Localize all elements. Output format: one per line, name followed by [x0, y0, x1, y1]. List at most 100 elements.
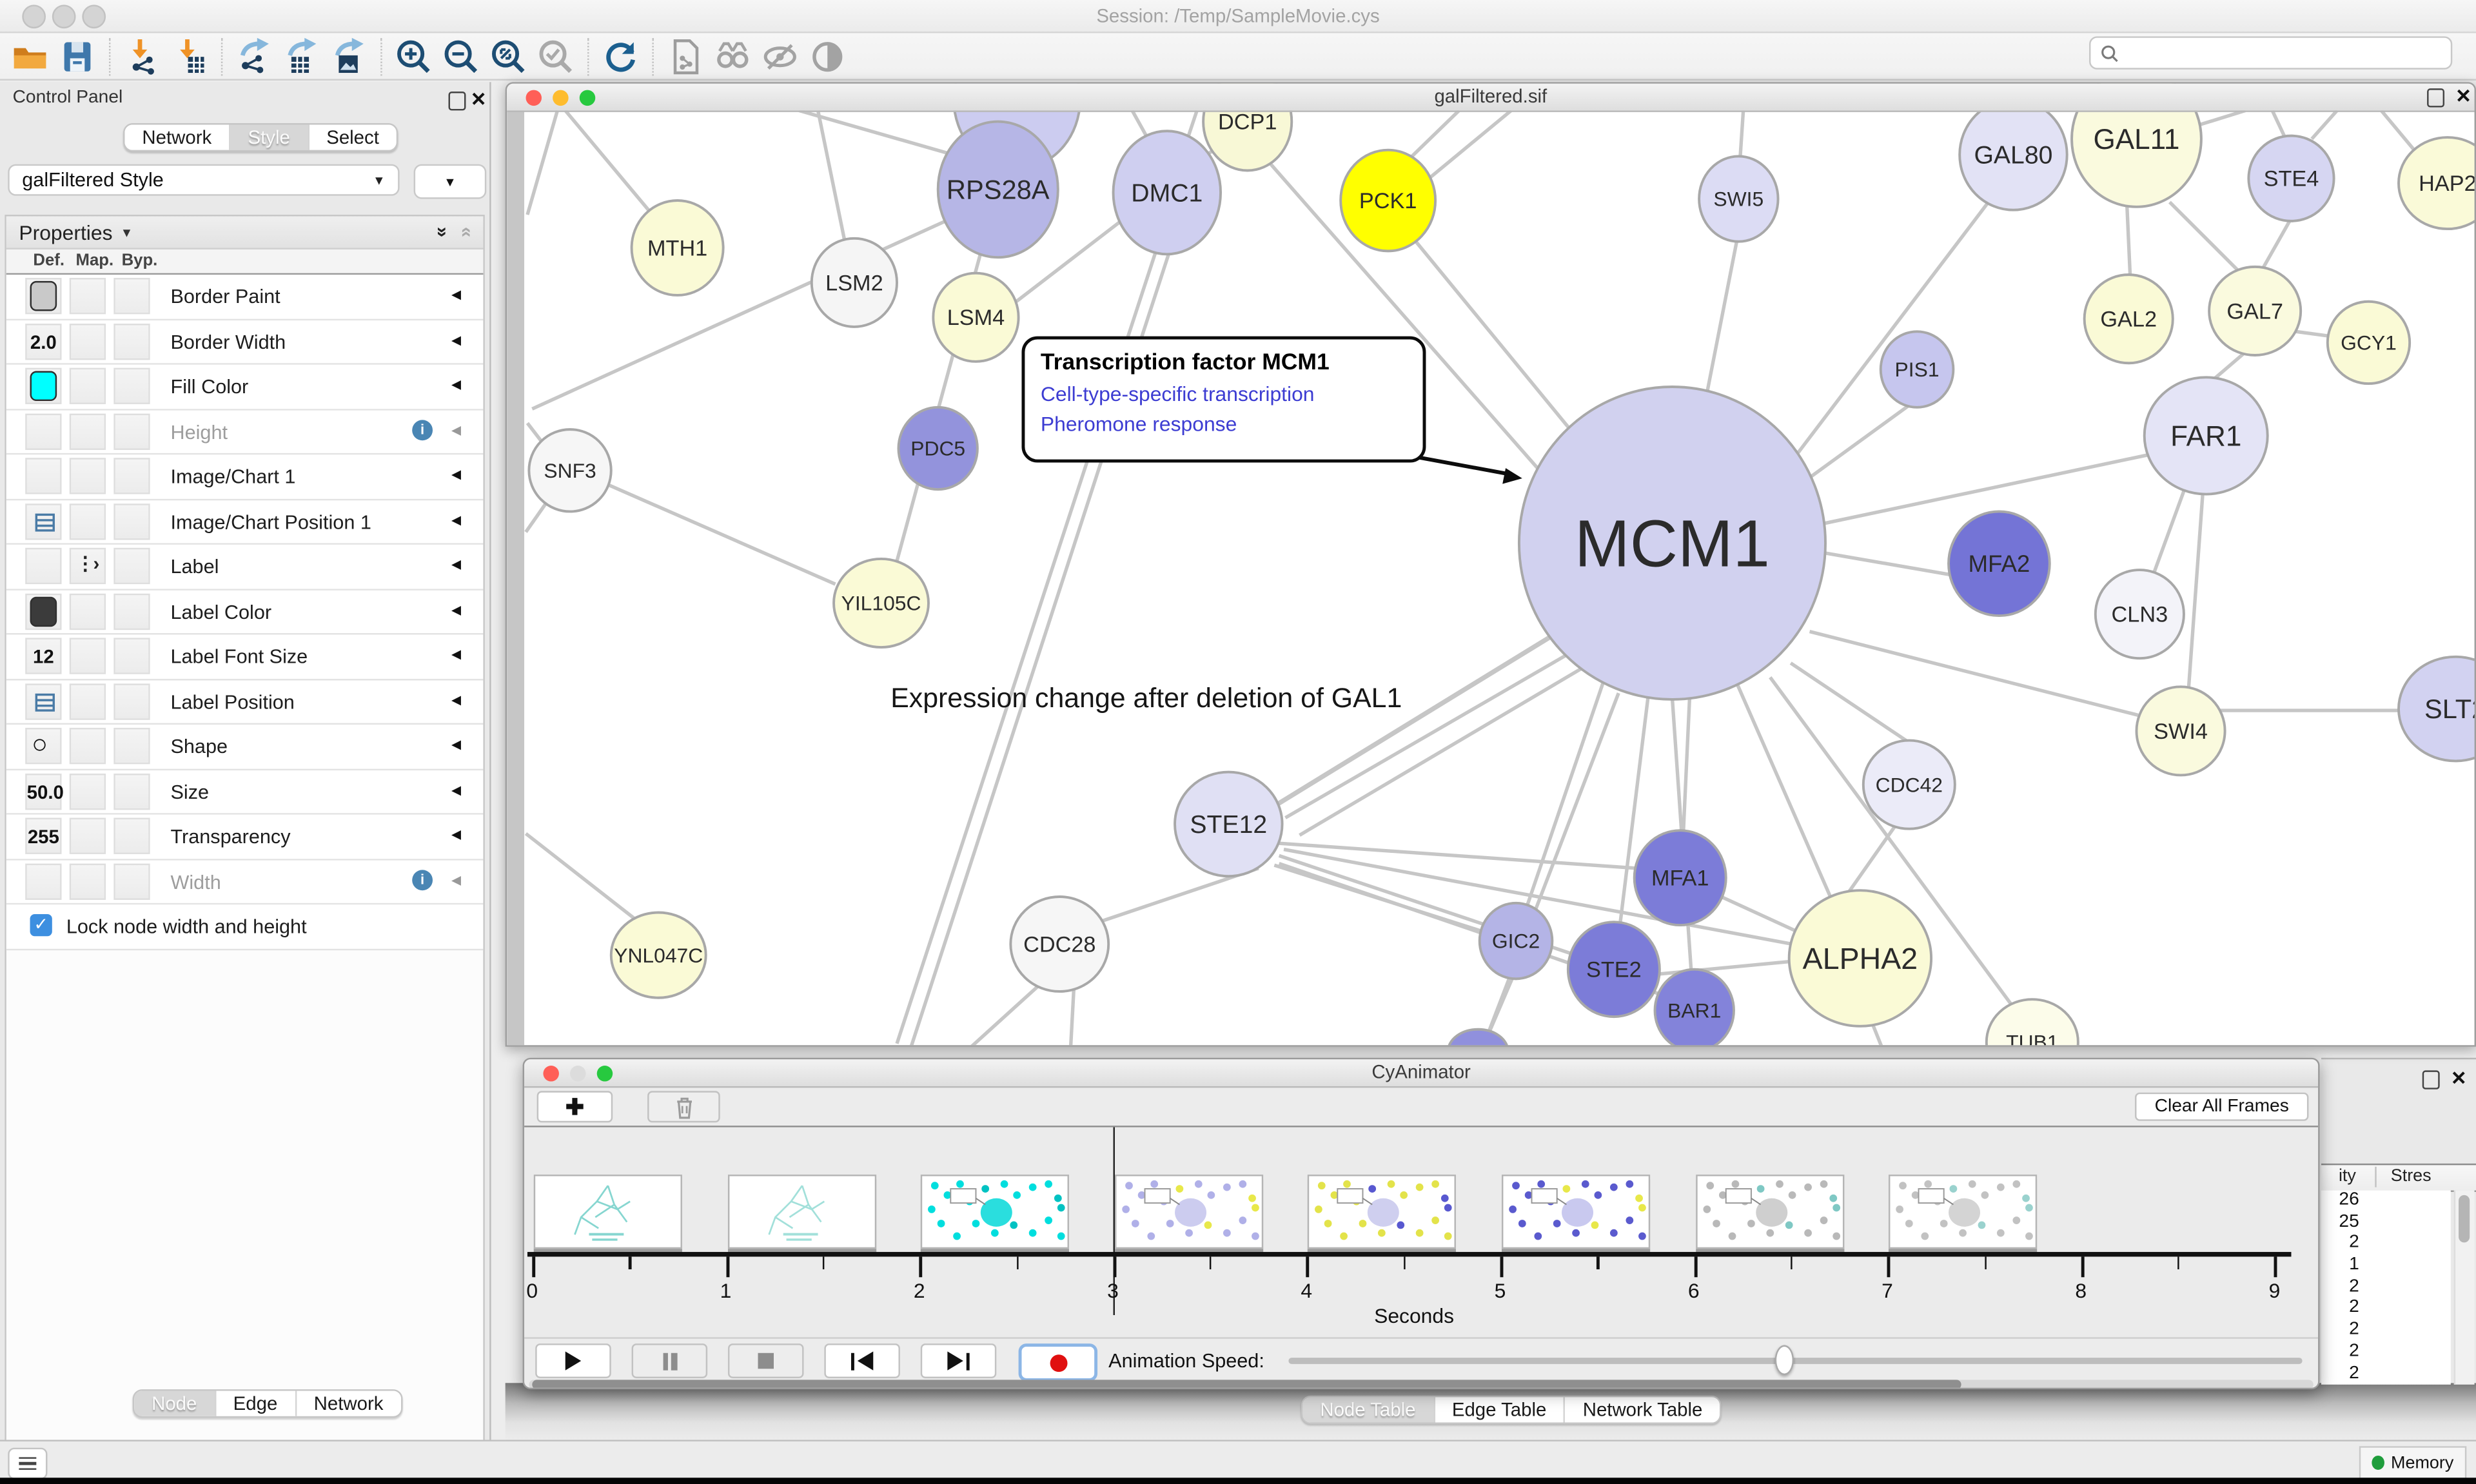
info-icon[interactable]: i	[412, 419, 433, 440]
network-node-STE12[interactable]: STE12	[1174, 770, 1284, 878]
record-button[interactable]	[1018, 1343, 1098, 1381]
maximize-icon[interactable]	[579, 89, 596, 105]
bypass-cell[interactable]	[113, 727, 150, 765]
bypass-cell[interactable]	[113, 367, 150, 404]
collapse-arrow-icon[interactable]: ◀	[451, 377, 462, 392]
mapping-cell[interactable]	[69, 458, 106, 494]
table-row[interactable]: 2	[2349, 1363, 2359, 1383]
collapse-arrow-icon[interactable]: ◀	[451, 287, 462, 302]
network-edge[interactable]	[1738, 110, 1745, 159]
network-node-LSM2[interactable]: LSM2	[810, 237, 898, 328]
add-frame-button[interactable]: ✚	[536, 1091, 613, 1123]
network-node-CDC28[interactable]: CDC28	[1009, 895, 1110, 993]
tab-network-table[interactable]: Network Table	[1565, 1397, 1720, 1423]
clear-all-frames-button[interactable]: Clear All Frames	[2135, 1092, 2309, 1121]
network-edge[interactable]	[1299, 665, 1587, 837]
default-value-cell[interactable]	[25, 413, 62, 449]
table-row[interactable]: 2	[2349, 1298, 2359, 1318]
property-row-image-chart-1[interactable]: Image/Chart 1 ◀	[6, 454, 484, 500]
zoom-fit-icon[interactable]	[485, 34, 532, 79]
table-row[interactable]: 26	[2339, 1190, 2359, 1209]
network-node-HAP2[interactable]: HAP2	[2397, 136, 2476, 231]
mapping-cell[interactable]	[69, 638, 106, 674]
property-row-border-paint[interactable]: Border Paint ◀	[6, 275, 484, 320]
network-edge[interactable]	[1284, 649, 1575, 819]
network-edge[interactable]	[1266, 160, 1541, 472]
property-row-size[interactable]: 50.0 Size ◀	[6, 769, 484, 815]
search-input[interactable]	[2125, 40, 2442, 66]
zoom-selected-icon[interactable]	[532, 34, 579, 79]
table-row[interactable]: 2	[2349, 1276, 2359, 1296]
mapping-cell[interactable]	[69, 322, 106, 360]
timeline-scrollbar[interactable]	[529, 1380, 2314, 1388]
network-edge[interactable]	[1789, 661, 1917, 748]
network-edge[interactable]	[524, 832, 636, 921]
default-value-cell[interactable]	[25, 503, 62, 540]
annotation-box[interactable]: Transcription factor MCM1 Cell-type-spec…	[1021, 336, 1426, 462]
network-edge[interactable]	[1411, 237, 1589, 451]
collapse-arrow-icon[interactable]: ◀	[451, 692, 462, 707]
bypass-cell[interactable]	[113, 278, 150, 315]
network-node-ALPHA2[interactable]: ALPHA2	[1787, 889, 1933, 1028]
timeline-frame-4[interactable]	[1308, 1175, 1457, 1249]
tab-edge-table[interactable]: Edge Table	[1434, 1397, 1566, 1423]
default-value-cell[interactable]: ○	[25, 727, 62, 765]
refresh-icon[interactable]	[597, 34, 644, 79]
network-edge[interactable]	[1809, 629, 2139, 717]
float-panel-icon[interactable]	[448, 92, 466, 111]
network-node-MCM1[interactable]: MCM1	[1517, 386, 1827, 701]
mapping-cell[interactable]	[69, 772, 106, 810]
network-node-RPS28A[interactable]: RPS28A	[936, 120, 1059, 259]
network-node-SNF3[interactable]: SNF3	[527, 428, 613, 513]
mapping-cell[interactable]	[69, 503, 106, 540]
export-image-icon[interactable]	[325, 34, 372, 79]
maximize-icon[interactable]	[596, 1064, 613, 1081]
network-node-PCK1[interactable]: PCK1	[1339, 148, 1437, 253]
network-node-MFA2[interactable]: MFA2	[1947, 510, 2051, 618]
mapping-cell[interactable]	[69, 683, 106, 719]
timeline[interactable]: 0 1 2 3 4 5 6 7 8 9 Seconds	[524, 1126, 2319, 1339]
menu-list-icon[interactable]	[8, 1447, 48, 1479]
close-panel-icon[interactable]: ✕	[470, 88, 487, 111]
network-node-PDC5[interactable]: PDC5	[897, 405, 979, 491]
properties-header[interactable]: Properties ▼ » »	[6, 216, 484, 249]
export-network-icon[interactable]	[231, 34, 278, 79]
speed-slider-track[interactable]	[1288, 1358, 2303, 1363]
default-value-cell[interactable]: 50.0	[25, 772, 64, 810]
network-node-FAR1[interactable]: FAR1	[2143, 376, 2269, 496]
network-edge[interactable]	[798, 108, 970, 161]
play-button[interactable]	[535, 1343, 611, 1378]
mapping-cell[interactable]: ⋮›	[69, 547, 106, 585]
collapse-arrow-icon[interactable]: ◀	[451, 737, 462, 752]
zoom-window-icon[interactable]	[82, 5, 106, 29]
memory-button[interactable]: Memory	[2359, 1446, 2467, 1479]
style-options-button[interactable]: ▼	[413, 164, 487, 199]
import-table-icon[interactable]	[166, 34, 213, 79]
network-edge[interactable]	[2152, 490, 2186, 574]
default-value-cell[interactable]	[25, 863, 62, 899]
timeline-frame-3[interactable]	[1114, 1175, 1263, 1249]
bypass-cell[interactable]	[113, 638, 150, 674]
column-centrality[interactable]: ity	[2338, 1166, 2356, 1186]
minimize-icon[interactable]	[570, 1064, 586, 1081]
network-edge[interactable]	[2295, 329, 2332, 338]
mapping-cell[interactable]	[69, 413, 106, 449]
cyanimator-titlebar[interactable]: CyAnimator	[524, 1059, 2319, 1088]
collapse-arrow-icon[interactable]: ◀	[451, 872, 462, 887]
zoom-in-icon[interactable]	[390, 34, 437, 79]
collapse-arrow-icon[interactable]: ◀	[451, 422, 462, 437]
mapping-cell[interactable]	[69, 592, 106, 629]
network-edge[interactable]	[1525, 683, 1605, 907]
network-node-BAR1[interactable]: BAR1	[1653, 968, 1735, 1047]
tab-select[interactable]: Select	[309, 124, 397, 150]
canvas-text[interactable]: Expression change after deletion of GAL1	[890, 683, 1402, 714]
network-node-clipped[interactable]	[1448, 1028, 1508, 1047]
network-edge[interactable]	[2261, 220, 2292, 269]
show-graphics-details-icon[interactable]	[804, 34, 851, 79]
lock-size-checkbox[interactable]: ✓	[30, 913, 52, 937]
network-node-YNL047C[interactable]: YNL047C	[609, 911, 707, 999]
network-node-LSM4[interactable]: LSM4	[932, 271, 1020, 363]
property-row-label[interactable]: ⋮› Label ◀	[6, 544, 484, 590]
table-row[interactable]: 1	[2349, 1255, 2359, 1274]
default-value-cell[interactable]	[25, 592, 62, 629]
